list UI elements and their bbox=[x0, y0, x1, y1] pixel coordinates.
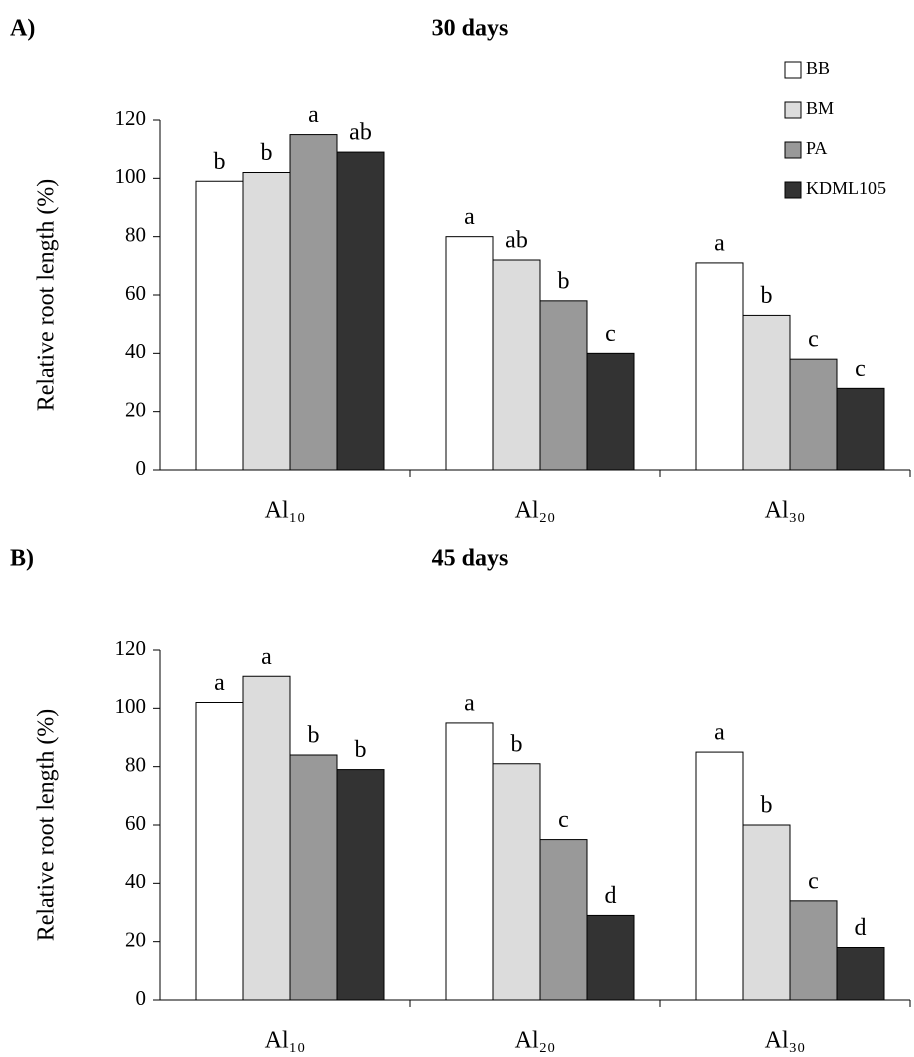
bar bbox=[446, 723, 493, 1000]
bar bbox=[790, 359, 837, 470]
significance-letter: ab bbox=[505, 228, 528, 254]
legend-label: KDML105 bbox=[806, 178, 886, 198]
significance-letter: a bbox=[464, 204, 475, 230]
significance-letter: b bbox=[511, 731, 523, 757]
y-tick-label: 60 bbox=[125, 811, 146, 835]
bar bbox=[196, 703, 243, 1001]
bar bbox=[587, 353, 634, 470]
bar bbox=[837, 948, 884, 1001]
figure: A) 30 days Relative root length (%) 0 20 40 60… bbox=[0, 0, 914, 1057]
significance-letter: b bbox=[308, 723, 320, 749]
bar bbox=[446, 237, 493, 470]
legend-swatch bbox=[785, 102, 801, 118]
chart-title: 45 days bbox=[432, 546, 509, 572]
bar bbox=[837, 388, 884, 470]
bar bbox=[243, 173, 290, 471]
x-tick-label: Al₂₀ bbox=[515, 498, 556, 524]
y-tick-label: 80 bbox=[125, 222, 146, 246]
significance-letter: c bbox=[808, 327, 819, 353]
significance-letter: b bbox=[558, 268, 570, 294]
legend-swatch bbox=[785, 182, 801, 198]
significance-letter: b bbox=[761, 283, 773, 309]
legend-label: BB bbox=[806, 58, 830, 78]
y-tick-label: 100 bbox=[115, 694, 147, 718]
legend-label: BM bbox=[806, 98, 834, 118]
significance-letter: b bbox=[261, 140, 273, 166]
significance-letter: d bbox=[855, 915, 867, 941]
x-tick-label: Al₁₀ bbox=[265, 1028, 306, 1054]
bar bbox=[790, 901, 837, 1000]
y-tick-label: 40 bbox=[125, 869, 146, 893]
bar bbox=[337, 770, 384, 1000]
bar bbox=[290, 755, 337, 1000]
y-tick-label: 60 bbox=[125, 281, 146, 305]
significance-letter: b bbox=[355, 737, 367, 763]
x-tick-label: Al₂₀ bbox=[515, 1028, 556, 1054]
bar bbox=[243, 676, 290, 1000]
legend-swatch bbox=[785, 142, 801, 158]
significance-letter: a bbox=[261, 644, 272, 670]
y-tick-label: 20 bbox=[125, 927, 146, 951]
x-tick-label: Al₃₀ bbox=[765, 1028, 806, 1054]
y-tick-label: 120 bbox=[115, 636, 147, 660]
panel-label: A) bbox=[10, 16, 35, 42]
significance-letter: b bbox=[214, 149, 226, 175]
significance-letter: d bbox=[605, 883, 617, 909]
significance-letter: a bbox=[214, 670, 225, 696]
y-tick-label: 20 bbox=[125, 397, 146, 421]
significance-letter: c bbox=[808, 868, 819, 894]
legend-swatch bbox=[785, 62, 801, 78]
bar bbox=[743, 315, 790, 470]
bar bbox=[743, 825, 790, 1000]
y-axis-label: Relative root length (%) bbox=[34, 179, 60, 412]
x-tick-label: Al₁₀ bbox=[265, 498, 306, 524]
legend-label: PA bbox=[806, 138, 827, 158]
y-tick-label: 0 bbox=[136, 986, 147, 1010]
bar bbox=[540, 840, 587, 1000]
y-tick-label: 80 bbox=[125, 752, 146, 776]
significance-letter: c bbox=[558, 807, 569, 833]
bar bbox=[587, 915, 634, 1000]
bar bbox=[290, 135, 337, 470]
bar bbox=[696, 263, 743, 470]
significance-letter: c bbox=[855, 356, 866, 382]
significance-letter: a bbox=[308, 102, 319, 128]
significance-letter: b bbox=[761, 793, 773, 819]
y-tick-label: 40 bbox=[125, 339, 146, 363]
significance-letter: a bbox=[464, 690, 475, 716]
y-tick-label: 0 bbox=[136, 456, 147, 480]
chart-title: 30 days bbox=[432, 16, 509, 42]
significance-letter: a bbox=[714, 230, 725, 256]
panel-label: B) bbox=[10, 546, 34, 572]
x-tick-label: Al₃₀ bbox=[765, 498, 806, 524]
significance-letter: ab bbox=[349, 120, 372, 146]
bar bbox=[337, 152, 384, 470]
bar bbox=[540, 301, 587, 470]
bar bbox=[493, 764, 540, 1000]
bar bbox=[196, 181, 243, 470]
significance-letter: c bbox=[605, 321, 616, 347]
y-axis-label: Relative root length (%) bbox=[34, 709, 60, 942]
significance-letter: a bbox=[714, 720, 725, 746]
y-tick-label: 120 bbox=[115, 106, 147, 130]
y-tick-label: 100 bbox=[115, 164, 147, 188]
bar bbox=[696, 752, 743, 1000]
bar bbox=[493, 260, 540, 470]
